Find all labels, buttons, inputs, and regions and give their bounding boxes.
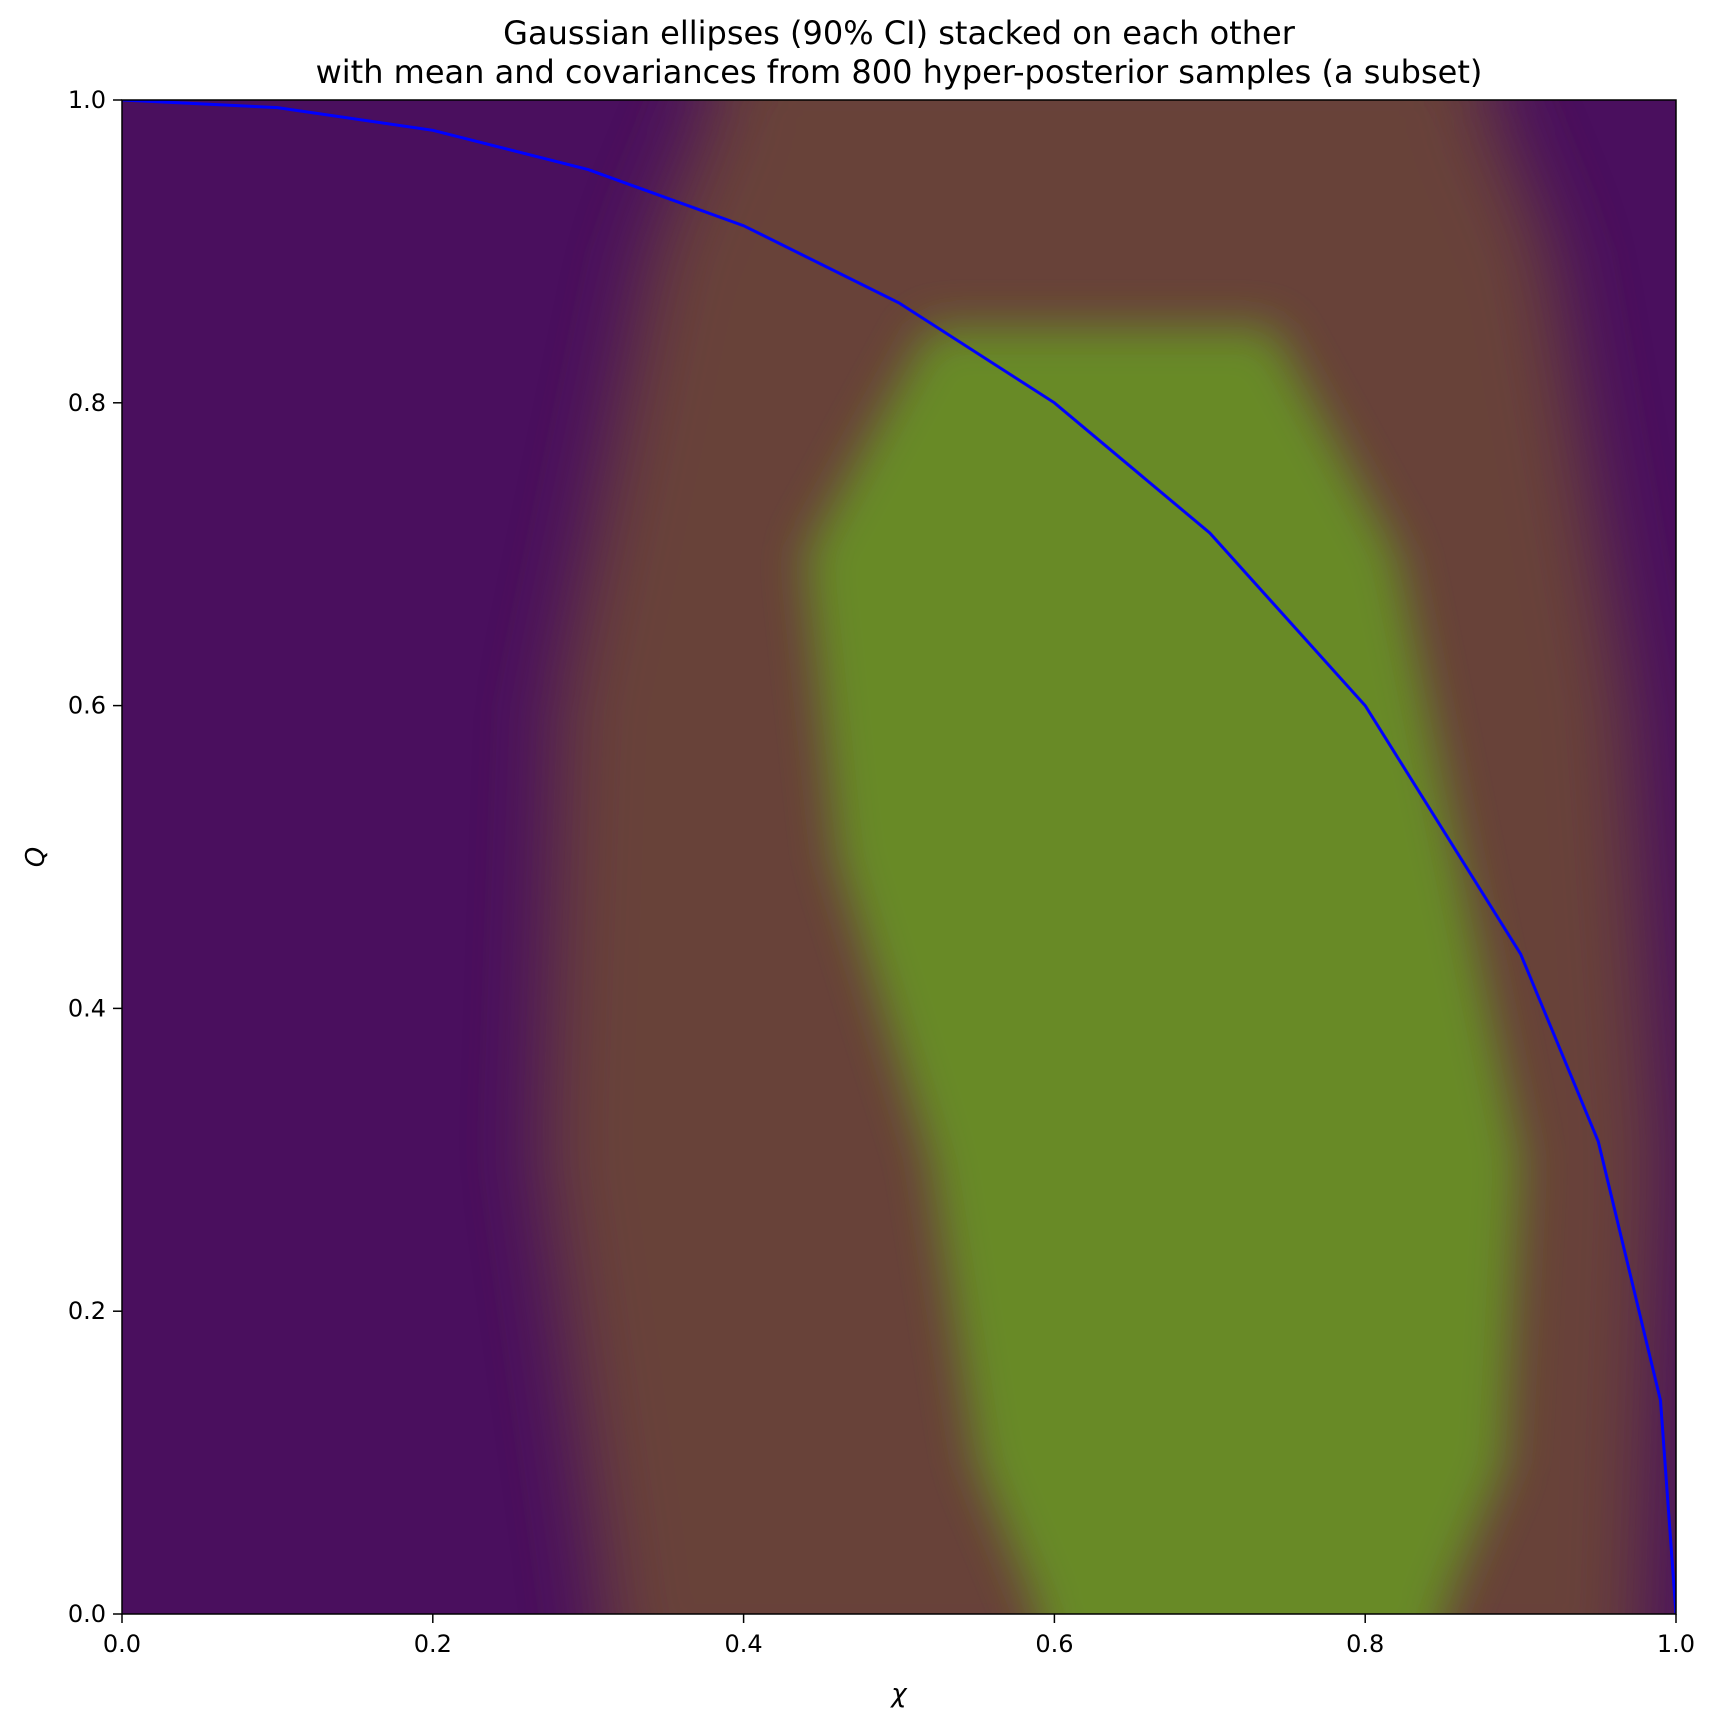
y-tick-label: 0.0 xyxy=(68,1600,106,1628)
y-tick-label: 0.8 xyxy=(68,389,106,417)
x-axis-label: χ xyxy=(889,1679,908,1709)
plot-area xyxy=(122,100,1676,1614)
x-tick-label: 1.0 xyxy=(1657,1630,1695,1658)
x-tick-label: 0.6 xyxy=(1035,1630,1073,1658)
y-tick-label: 0.4 xyxy=(68,994,106,1022)
title-block: Gaussian ellipses (90% CI) stacked on ea… xyxy=(316,14,1483,91)
chart-subtitle: with mean and covariances from 800 hyper… xyxy=(316,53,1483,91)
high-density-band xyxy=(805,327,1521,1614)
y-axis: 0.0 0.2 0.4 0.6 0.8 1.0 xyxy=(68,86,122,1628)
plot-frame xyxy=(121,99,1677,1615)
y-tick-label: 0.2 xyxy=(68,1297,106,1325)
x-tick-label: 0.4 xyxy=(725,1630,763,1658)
y-axis-label: Q xyxy=(21,847,51,867)
chart-title: Gaussian ellipses (90% CI) stacked on ea… xyxy=(503,14,1296,52)
x-axis: 0.0 0.2 0.4 0.6 0.8 1.0 xyxy=(103,1614,1695,1658)
x-tick-label: 0.8 xyxy=(1346,1630,1384,1658)
x-tick-label: 0.2 xyxy=(414,1630,452,1658)
y-tick-label: 1.0 xyxy=(68,86,106,114)
series-line xyxy=(122,100,1676,1614)
y-tick-label: 0.6 xyxy=(68,692,106,720)
x-tick-label: 0.0 xyxy=(103,1630,141,1658)
